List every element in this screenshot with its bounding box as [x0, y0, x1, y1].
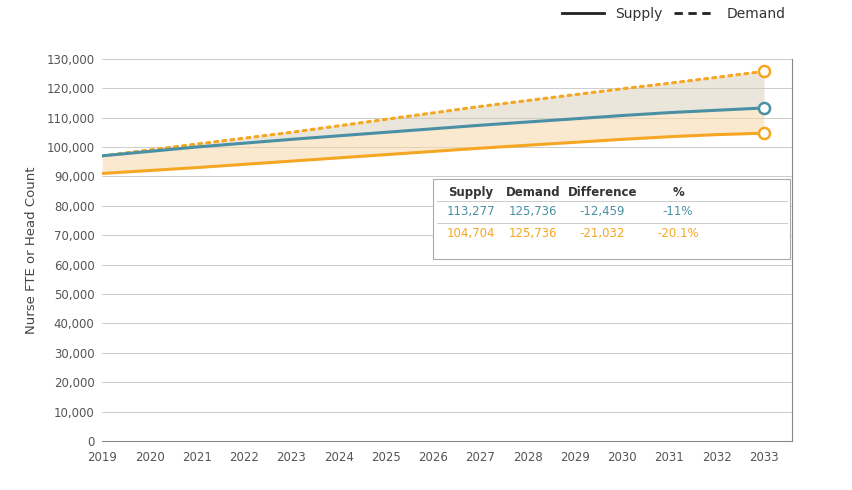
Text: -11%: -11% [663, 205, 694, 219]
FancyBboxPatch shape [433, 179, 790, 259]
Text: %: % [672, 186, 684, 199]
Legend: Supply, Demand: Supply, Demand [562, 6, 786, 21]
Text: Difference: Difference [567, 186, 637, 199]
Text: Demand: Demand [506, 186, 561, 199]
Y-axis label: Nurse FTE or Head Count: Nurse FTE or Head Count [25, 166, 38, 334]
Text: 113,277: 113,277 [446, 205, 495, 219]
Text: -20.1%: -20.1% [657, 227, 699, 240]
Text: 125,736: 125,736 [509, 227, 557, 240]
Text: 125,736: 125,736 [509, 205, 557, 219]
Text: -21,032: -21,032 [579, 227, 625, 240]
Text: -12,459: -12,459 [579, 205, 625, 219]
Text: 104,704: 104,704 [446, 227, 495, 240]
Text: Supply: Supply [448, 186, 493, 199]
